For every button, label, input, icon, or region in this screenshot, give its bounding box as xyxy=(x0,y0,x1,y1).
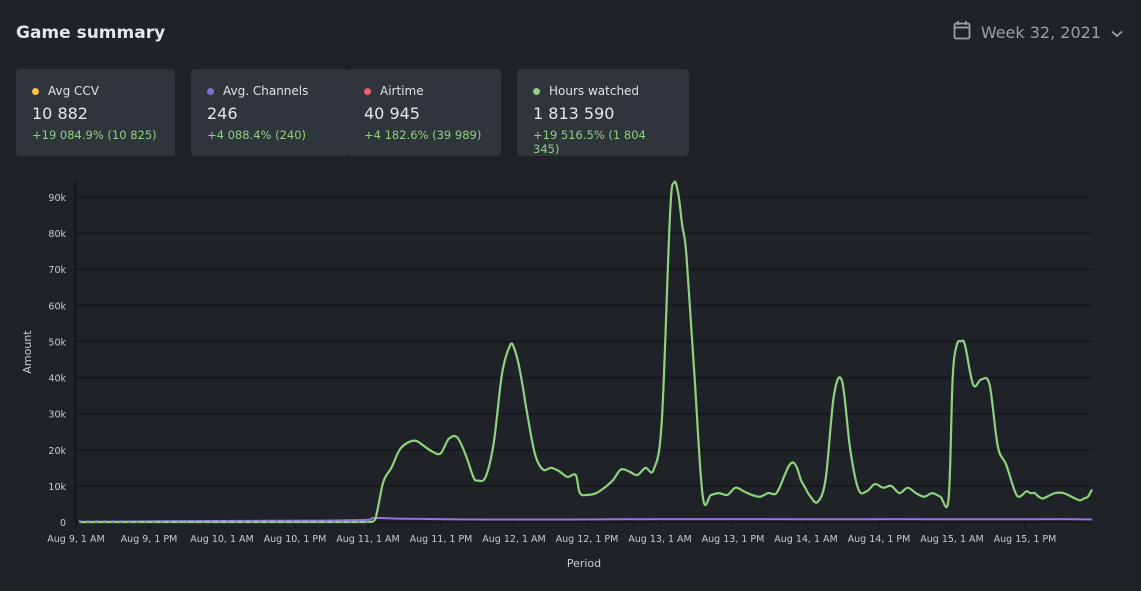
card-label: Avg CCV xyxy=(48,84,100,98)
legend-dot xyxy=(207,87,214,95)
baseline-point xyxy=(185,520,188,523)
chart-series xyxy=(78,180,1093,524)
week-label: Week 32, 2021 xyxy=(980,22,1101,42)
x-tick-label: Aug 11, 1 AM xyxy=(336,534,399,545)
baseline-point xyxy=(349,520,352,523)
baseline-point xyxy=(226,520,229,523)
legend-dot xyxy=(32,87,39,95)
x-tick-label: Aug 14, 1 AM xyxy=(774,534,837,545)
card-hours-watched: Hours watched 1 813 590 +19 516.5% (1 80… xyxy=(517,69,689,156)
baseline-point xyxy=(324,520,328,523)
card-value: 246 xyxy=(207,104,238,123)
card-label: Airtime xyxy=(380,84,424,98)
page-title: Game summary xyxy=(16,23,166,43)
baseline-point xyxy=(176,520,180,523)
series-hours-watched-line xyxy=(80,180,1093,524)
card-value: 40 945 xyxy=(364,104,420,123)
week-selector[interactable]: Week 32, 2021 xyxy=(953,20,1123,44)
baseline-point xyxy=(193,520,197,523)
baseline-point xyxy=(250,520,254,523)
y-tick-label: 90k xyxy=(48,193,66,204)
y-tick-label: 30k xyxy=(48,410,66,421)
x-tick-label: Aug 11, 1 PM xyxy=(410,534,473,545)
card-value: 10 882 xyxy=(32,104,88,123)
baseline-point xyxy=(127,520,131,523)
baseline-point xyxy=(144,520,147,523)
card-avg-ccv: Avg CCV 10 882 +19 084.9% (10 825) xyxy=(16,69,175,156)
baseline-point xyxy=(316,520,320,523)
x-tick-label: Aug 10, 1 AM xyxy=(190,534,253,545)
card-value: 1 813 590 xyxy=(533,104,615,123)
baseline-point xyxy=(340,520,344,523)
card-change: +4 088.4% (240) xyxy=(207,128,307,142)
baseline-point xyxy=(332,520,336,523)
baseline-point xyxy=(291,520,295,523)
baseline-point xyxy=(135,520,139,523)
y-tick-label: 0 xyxy=(60,518,66,529)
x-tick-label: Aug 9, 1 PM xyxy=(121,534,178,545)
card-change: +19 084.9% (10 825) xyxy=(32,128,157,142)
baseline-point xyxy=(275,520,279,523)
baseline-point xyxy=(152,520,156,523)
baseline-point xyxy=(357,520,361,523)
x-tick-label: Aug 12, 1 PM xyxy=(556,534,619,545)
y-tick-label: 20k xyxy=(48,446,66,457)
baseline-point xyxy=(242,520,246,523)
y-tick-label: 80k xyxy=(48,229,66,240)
baseline-point xyxy=(201,520,205,523)
x-tick-label: Aug 13, 1 AM xyxy=(628,534,691,545)
x-axis-ticks: Aug 9, 1 AM Aug 9, 1 PM Aug 10, 1 AM Aug 10… xyxy=(47,522,1056,545)
x-tick-label: Aug 15, 1 AM xyxy=(920,534,983,545)
baseline-point xyxy=(160,520,164,523)
y-tick-label: 50k xyxy=(48,337,66,348)
baseline-point xyxy=(258,520,262,523)
baseline-point xyxy=(365,520,369,523)
x-tick-label: Aug 10, 1 PM xyxy=(264,534,327,545)
y-tick-label: 70k xyxy=(48,265,66,276)
y-tick-label: 60k xyxy=(48,301,66,312)
y-axis-ticks: 0 10k 20k 30k 40k 50k 60k 70k 80k 90k xyxy=(48,193,66,529)
x-tick-label: Aug 9, 1 AM xyxy=(47,534,104,545)
card-avg-channels: Avg. Channels 246 +4 088.4% (240) xyxy=(191,69,349,156)
baseline-point xyxy=(234,520,238,523)
legend-dot xyxy=(533,87,540,95)
y-axis-label: Amount xyxy=(21,330,34,374)
baseline-point xyxy=(209,520,213,523)
baseline-point xyxy=(103,520,106,523)
card-label: Avg. Channels xyxy=(223,84,309,98)
card-change: +19 516.5% (1 804 345) xyxy=(533,128,646,156)
baseline-point xyxy=(283,520,287,523)
baseline-point xyxy=(308,520,311,523)
x-axis-label: Period xyxy=(567,557,601,570)
baseline-point xyxy=(119,520,123,523)
legend-dot xyxy=(364,87,371,95)
baseline-point xyxy=(168,520,172,523)
x-tick-label: Aug 13, 1 PM xyxy=(702,534,765,545)
calendar-icon xyxy=(953,20,971,44)
x-tick-label: Aug 12, 1 AM xyxy=(482,534,545,545)
baseline-point xyxy=(299,520,303,523)
x-tick-label: Aug 14, 1 PM xyxy=(848,534,911,545)
baseline-point xyxy=(94,520,98,523)
card-label: Hours watched xyxy=(549,84,640,98)
chevron-down-icon xyxy=(1111,23,1123,42)
baseline-point xyxy=(86,520,90,523)
baseline-point xyxy=(111,520,115,523)
chart-grid xyxy=(74,180,1092,523)
card-airtime: Airtime 40 945 +4 182.6% (39 989) xyxy=(348,69,501,156)
baseline-point xyxy=(217,520,221,523)
y-tick-label: 10k xyxy=(48,482,66,493)
baseline-point xyxy=(267,520,270,523)
x-tick-label: Aug 15, 1 PM xyxy=(994,534,1057,545)
y-tick-label: 40k xyxy=(48,374,66,385)
card-change: +4 182.6% (39 989) xyxy=(364,128,482,142)
baseline-point xyxy=(78,520,82,523)
